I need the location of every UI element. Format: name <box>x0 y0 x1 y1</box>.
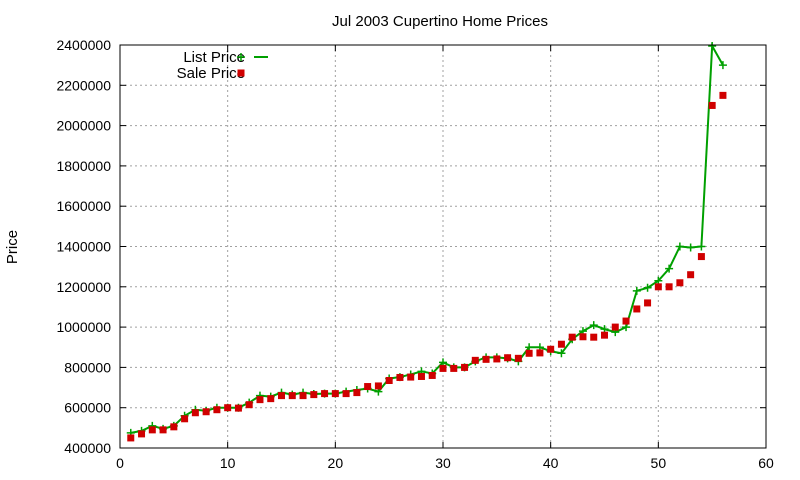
data-point <box>708 42 717 51</box>
data-point <box>697 253 705 261</box>
data-point <box>622 317 630 325</box>
data-point <box>644 299 652 307</box>
data-point <box>557 340 565 348</box>
data-point <box>601 331 608 339</box>
data-point <box>213 406 221 414</box>
legend-marker <box>237 53 245 61</box>
data-point <box>245 401 253 409</box>
series-sale-price <box>127 91 727 442</box>
data-point <box>493 355 501 363</box>
plot-frame <box>119 44 767 449</box>
data-point <box>267 395 275 403</box>
data-point <box>687 271 695 279</box>
data-point <box>364 383 372 391</box>
data-point <box>482 355 490 363</box>
y-axis-label: Price <box>4 230 21 264</box>
data-point <box>159 426 167 434</box>
data-point <box>374 382 382 390</box>
data-point <box>127 434 135 442</box>
legend-label: List Price <box>183 49 245 66</box>
data-point <box>719 91 727 99</box>
data-point <box>202 408 210 416</box>
data-point <box>665 264 674 273</box>
grid <box>120 45 766 448</box>
y-tick-label: 600000 <box>64 400 111 416</box>
x-tick-label: 50 <box>651 455 667 471</box>
data-point <box>191 409 199 417</box>
x-tick-label: 60 <box>758 455 774 471</box>
data-point <box>138 430 146 438</box>
data-point <box>288 392 296 400</box>
legend-label: Sale Price <box>177 65 245 82</box>
data-point <box>450 364 458 372</box>
data-point <box>675 242 684 251</box>
y-tick-label: 400000 <box>64 440 111 456</box>
data-point <box>256 396 264 404</box>
data-point <box>514 354 522 362</box>
x-tick-label: 30 <box>435 455 451 471</box>
y-tick-label: 1400000 <box>56 239 111 255</box>
data-point <box>611 323 619 331</box>
data-point <box>385 376 393 384</box>
data-point <box>547 345 555 353</box>
data-point <box>504 354 512 362</box>
data-point <box>396 373 404 381</box>
data-point <box>536 349 544 357</box>
data-point <box>643 283 652 292</box>
y-tick-label: 1600000 <box>56 198 111 214</box>
y-tick-label: 800000 <box>64 359 111 375</box>
y-tick-label: 2200000 <box>56 77 111 93</box>
y-tick-label: 1200000 <box>56 279 111 295</box>
data-point <box>632 286 641 295</box>
data-point <box>342 390 350 398</box>
x-tick-label: 0 <box>116 455 124 471</box>
data-point <box>665 283 673 291</box>
data-point <box>417 372 425 380</box>
data-point <box>353 389 361 397</box>
data-series <box>126 42 727 442</box>
data-point <box>718 61 727 70</box>
data-point <box>708 101 716 109</box>
data-point <box>525 349 533 357</box>
y-tick-label: 2000000 <box>56 118 111 134</box>
data-point <box>428 371 436 379</box>
data-point <box>234 404 242 412</box>
data-point <box>589 321 598 330</box>
data-point <box>579 333 587 341</box>
data-point <box>310 391 318 399</box>
chart-title: Jul 2003 Cupertino Home Prices <box>332 13 548 30</box>
data-point <box>170 423 178 431</box>
data-point <box>686 243 695 252</box>
data-point <box>568 333 576 341</box>
x-tick-label: 20 <box>328 455 344 471</box>
data-point <box>557 349 566 358</box>
data-point <box>439 364 447 372</box>
legend-marker <box>237 69 245 77</box>
x-tick-label: 40 <box>543 455 559 471</box>
data-point <box>224 404 232 412</box>
data-point <box>633 305 641 313</box>
data-point <box>321 390 329 398</box>
data-point <box>697 242 706 251</box>
data-point <box>181 415 189 423</box>
data-point <box>471 356 479 364</box>
y-tick-label: 1000000 <box>56 319 111 335</box>
axis-ticks: 0 10 20 30 40 50 60 400000 600000 800000 1000000 12… <box>56 37 774 471</box>
data-point <box>461 363 469 371</box>
data-point <box>676 279 684 287</box>
data-point <box>590 333 598 341</box>
data-point <box>299 392 307 400</box>
data-point <box>148 426 156 434</box>
y-tick-label: 2400000 <box>56 37 111 53</box>
x-tick-label: 10 <box>220 455 236 471</box>
series-line <box>130 42 724 434</box>
data-point <box>331 390 339 398</box>
data-point <box>407 373 415 381</box>
data-point <box>278 392 285 400</box>
series-list-price <box>126 42 727 437</box>
y-tick-label: 1800000 <box>56 158 111 174</box>
data-point <box>654 283 662 291</box>
